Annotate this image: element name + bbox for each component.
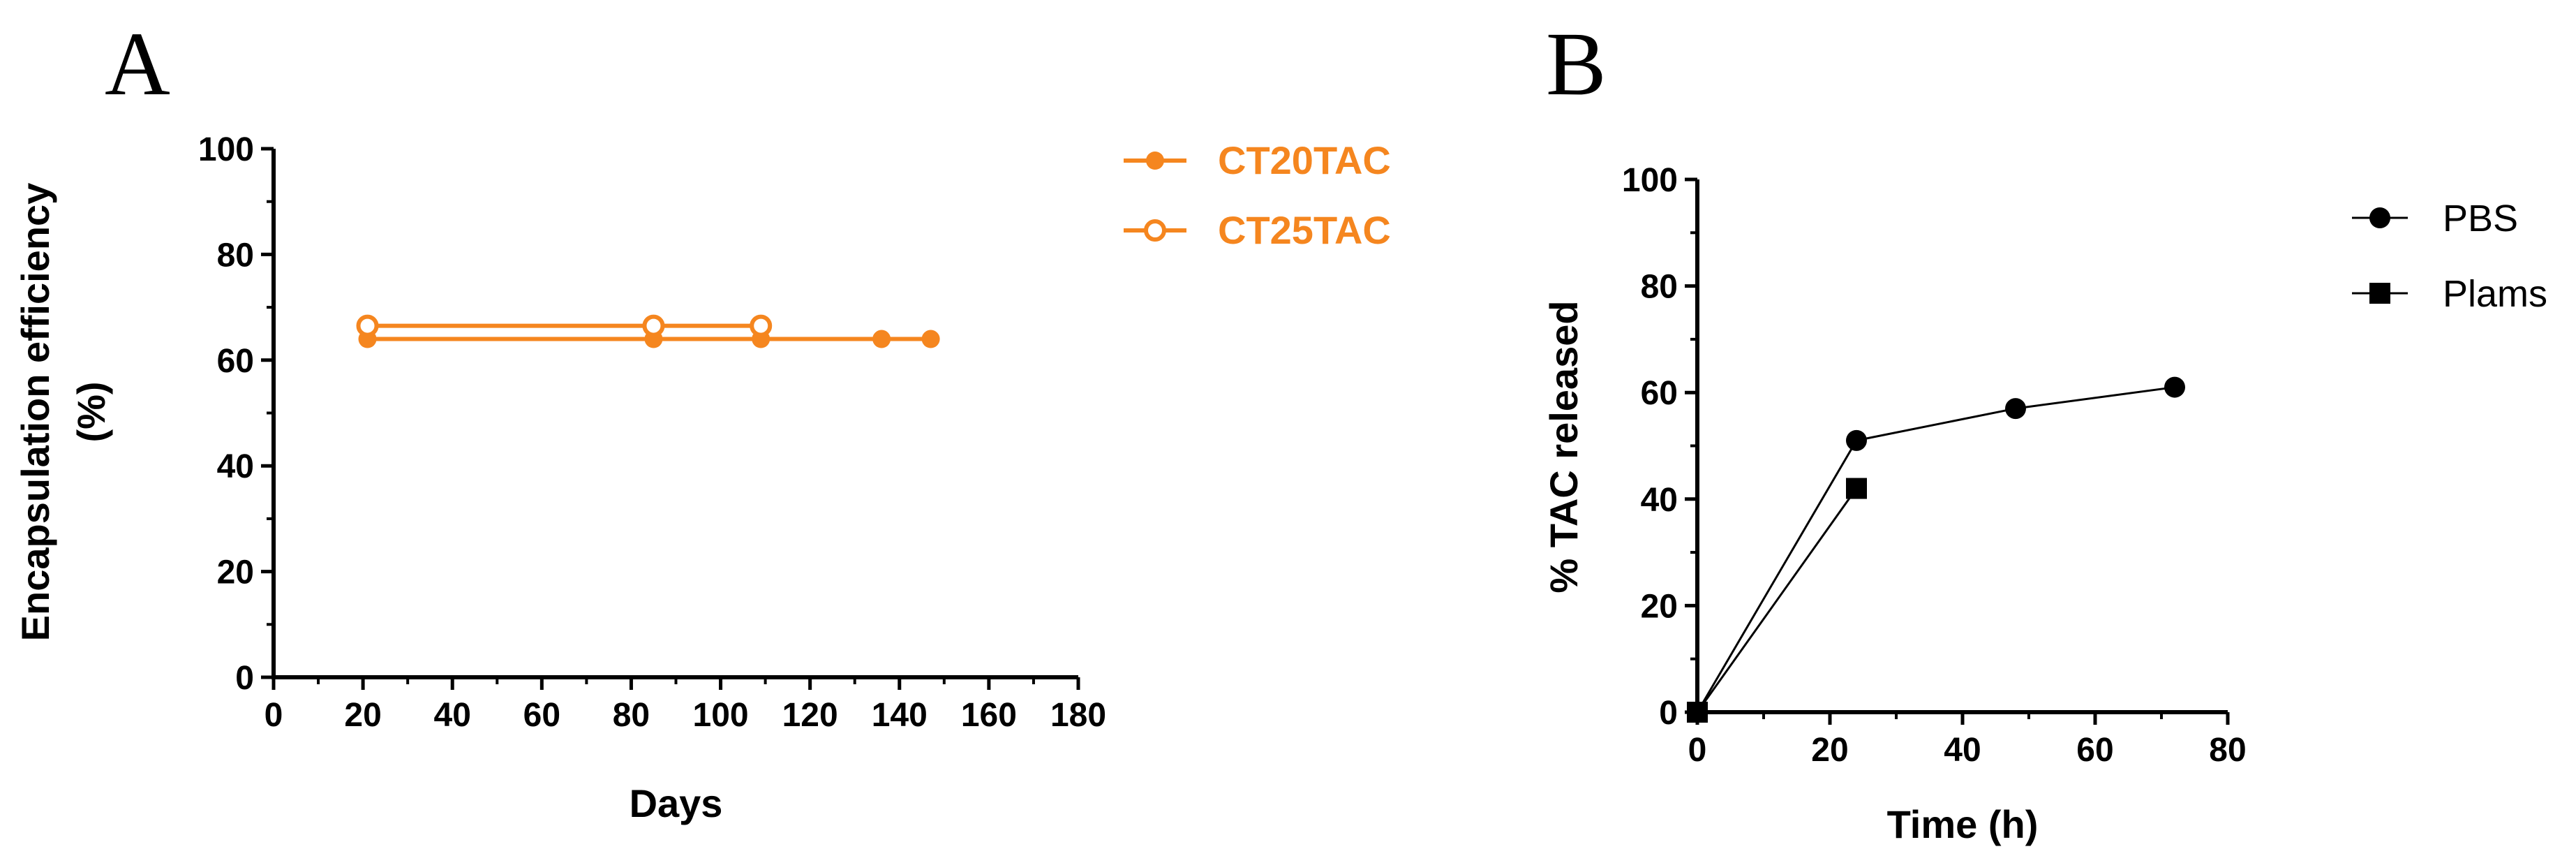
panel-b-x-tick-label: 60 — [2076, 732, 2113, 769]
panel-a-point-ct25tac — [356, 314, 379, 337]
panel-a-y-tick-label: 80 — [217, 237, 254, 274]
panel-a-legend-marker-ct25tac — [1144, 219, 1166, 242]
panel-a-y-axis-title: Encapsulation efficiency — [13, 183, 57, 642]
panel-b-y-tick-label: 60 — [1641, 375, 1678, 412]
panel-a-legend-label-ct20tac: CT20TAC — [1218, 138, 1391, 182]
panel-letter-b: B — [1546, 14, 1607, 115]
panel-a-x-tick-label: 0 — [265, 697, 283, 734]
panel-b-x-tick-label: 80 — [2209, 732, 2246, 769]
panel-b-legend-marker-plams — [2369, 283, 2390, 304]
panel-a-x-tick-label: 60 — [523, 697, 560, 734]
panel-b-y-tick-label: 40 — [1641, 482, 1678, 519]
panel-b-legend-label-pbs: PBS — [2443, 198, 2518, 239]
panel-b-point-pbs — [2164, 376, 2185, 398]
panel-b-legend-marker-pbs — [2369, 207, 2390, 228]
panel-b-y-axis-title: % TAC released — [1542, 300, 1586, 593]
panel-a-x-tick-label: 100 — [693, 697, 749, 734]
panel-a-x-tick-label: 40 — [434, 697, 471, 734]
panel-b-legend-label-plams: Plams — [2443, 273, 2547, 315]
panel-a-chart: 0 20 40 60 80 100 120 140 160 180 0 20 40 60 80 100 Days… — [13, 131, 1391, 825]
panel-a-y-tick-label: 60 — [217, 343, 254, 380]
panel-b-point-plams — [1846, 478, 1867, 499]
panel-a-y-axis-title: (%) — [69, 381, 113, 442]
panel-b-x-tick-label: 0 — [1688, 732, 1707, 769]
panel-b-x-tick-label: 40 — [1944, 732, 1981, 769]
panel-a-legend-label-ct25tac: CT25TAC — [1218, 208, 1391, 252]
panel-a-legend-marker-ct20tac — [1146, 152, 1164, 170]
panel-b-series-line-plams — [1696, 487, 1858, 713]
panel-b-x-axis-title: Time (h) — [1887, 802, 2039, 846]
panel-b-series-line-pbs — [1696, 386, 2175, 713]
panel-a-y-tick-label: 0 — [235, 660, 254, 697]
panel-a-point-ct25tac — [642, 314, 665, 337]
panel-b-point-pbs — [2005, 398, 2026, 420]
panel-b-x-tick-label: 20 — [1811, 732, 1848, 769]
panel-a-point-ct20tac — [921, 330, 940, 348]
panel-a-y-tick-label: 100 — [198, 131, 254, 168]
panel-a-x-tick-label: 140 — [872, 697, 928, 734]
panel-a-x-tick-label: 160 — [961, 697, 1017, 734]
panel-letter-a: A — [105, 14, 170, 115]
panel-b-chart: 0 20 40 60 80 0 20 40 60 80 100 Time (h) % TAC relea… — [1542, 162, 2547, 846]
panel-b-y-tick-label: 20 — [1641, 588, 1678, 625]
panel-b-y-tick-label: 0 — [1659, 695, 1678, 732]
panel-a-y-tick-label: 40 — [217, 448, 254, 485]
panel-a-x-tick-label: 120 — [782, 697, 838, 734]
panel-a-point-ct20tac — [872, 330, 891, 348]
panel-b-y-tick-label: 80 — [1641, 269, 1678, 306]
panel-a-x-tick-label: 180 — [1050, 697, 1106, 734]
panel-a-x-tick-label: 80 — [613, 697, 650, 734]
panel-b-point-plams — [1687, 702, 1708, 723]
panel-a-point-ct25tac — [750, 314, 773, 337]
panel-a-x-tick-label: 20 — [344, 697, 381, 734]
panel-b-y-tick-label: 100 — [1622, 162, 1678, 199]
panel-a-y-tick-label: 20 — [217, 554, 254, 591]
panel-b-point-pbs — [1846, 429, 1867, 451]
panel-a-x-axis-title: Days — [630, 781, 723, 825]
